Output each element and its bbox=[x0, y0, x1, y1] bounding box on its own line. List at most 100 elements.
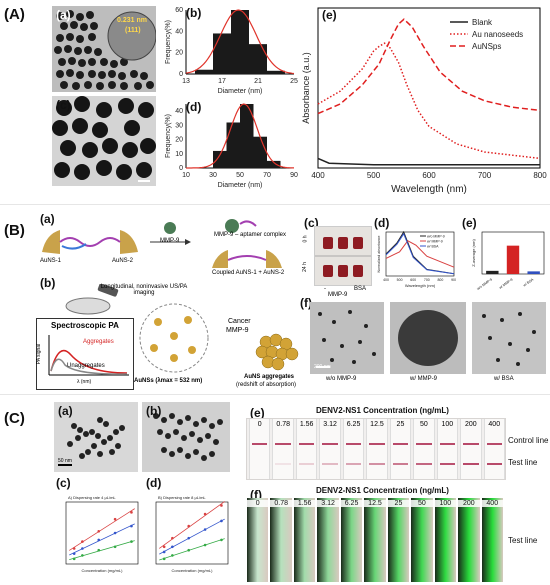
x-tick-label: 700 bbox=[478, 171, 492, 180]
panel-b-d-label: (d) bbox=[374, 216, 390, 230]
spectroscopic-pa-box: Spectroscopic PA Aggregates Unaggregates… bbox=[36, 318, 134, 390]
nanoparticle-field-c bbox=[52, 96, 156, 182]
x-tick-label: 25 bbox=[290, 78, 298, 85]
data-point bbox=[72, 557, 76, 561]
test-line bbox=[322, 463, 338, 465]
concentration-label: 200 bbox=[458, 500, 480, 507]
data-point bbox=[187, 524, 191, 528]
data-point bbox=[171, 536, 174, 540]
data-point bbox=[130, 540, 133, 543]
tem-b-caption-2: w/ MMP-9 bbox=[410, 376, 437, 382]
test-line bbox=[416, 463, 432, 465]
x-tick-label: 13 bbox=[182, 78, 190, 85]
concentration-label: 100 bbox=[434, 500, 457, 507]
plot-frame bbox=[155, 501, 229, 565]
tem-image-c bbox=[52, 96, 156, 186]
thermal-strip: 100 bbox=[434, 498, 458, 582]
data-point bbox=[130, 524, 133, 528]
spec-plot bbox=[48, 335, 129, 376]
mmp9-label: MMP-9 bbox=[160, 238, 180, 244]
panel-c-e-label: (e) bbox=[250, 406, 265, 420]
cancer-mmp-label: MMP-9 bbox=[226, 327, 249, 334]
fit-line bbox=[159, 518, 225, 555]
thermal-strip: 25 bbox=[387, 498, 411, 582]
control-line bbox=[392, 443, 409, 445]
x-tick-label: 500 bbox=[367, 171, 381, 180]
x-tick-label: 800 bbox=[533, 171, 547, 180]
legend-label: w/ MMP-9 bbox=[427, 240, 443, 244]
section-b-label: (B) bbox=[4, 222, 25, 239]
gaussian-fit-curve bbox=[186, 103, 294, 169]
gaussian-fit-curve bbox=[185, 9, 295, 75]
series-line bbox=[385, 232, 455, 275]
x-tick-label: 700 bbox=[424, 278, 430, 282]
data-point bbox=[203, 512, 207, 516]
chart-title: A) Dispersing rate 4 μL/mL bbox=[68, 495, 116, 500]
concentration-label: 12.5 bbox=[370, 421, 384, 428]
strip-e: 25 bbox=[389, 419, 412, 479]
concentration-label: 1.56 bbox=[299, 421, 314, 428]
ausn1-shape bbox=[42, 230, 60, 254]
data-point bbox=[97, 548, 101, 552]
panel-b-f-label: (f) bbox=[300, 296, 312, 310]
test-line bbox=[369, 463, 385, 465]
series-line bbox=[317, 42, 541, 160]
control-line bbox=[298, 443, 315, 445]
concentration-label: 400 bbox=[488, 421, 501, 428]
strip-e: 3.12 bbox=[319, 419, 341, 479]
data-point bbox=[72, 552, 76, 555]
tem-image-a bbox=[52, 6, 156, 92]
panel-a-label: (a) bbox=[56, 8, 71, 22]
panel-b-a-label: (a) bbox=[40, 212, 55, 226]
concentration-label: 3.12 bbox=[317, 500, 339, 507]
mmp9-enzyme-icon bbox=[164, 222, 176, 234]
tem-b-f-3 bbox=[472, 302, 546, 374]
fit-line bbox=[69, 523, 135, 556]
data-point bbox=[203, 528, 207, 531]
aggregate-cluster-icon bbox=[255, 333, 299, 371]
control-line bbox=[439, 443, 456, 445]
dispersing-chart-c: A) Dispersing rate 4 μL/mL Concentration … bbox=[65, 495, 139, 573]
panel-b-b-label: (b) bbox=[40, 276, 56, 290]
plot-frame bbox=[65, 501, 139, 565]
x-tick-label: 900 bbox=[451, 278, 456, 282]
legend-label: w/ BSA bbox=[427, 245, 439, 249]
chart-title: B) Dispersing rate 8 μL/mL bbox=[158, 495, 206, 500]
concentration-label: 0 bbox=[247, 500, 269, 507]
histogram-bar bbox=[253, 136, 267, 168]
data-point bbox=[72, 547, 76, 550]
x-tick-label: 17 bbox=[218, 78, 226, 85]
panel-e-label: (e) bbox=[322, 8, 337, 22]
complex-label: MMP-9 – aptamer complex bbox=[214, 232, 287, 238]
x-tick-label: 21 bbox=[254, 78, 262, 85]
series-line bbox=[385, 240, 455, 268]
aptamer-strand bbox=[59, 237, 121, 247]
z-average-chart: w/o MMP-9 w/ MMP-9 w/ BSA Z-average (nm) bbox=[471, 231, 545, 291]
legend-label: Au nanoseeds bbox=[472, 30, 523, 39]
panel-c-b-label: (b) bbox=[146, 404, 162, 418]
data-point bbox=[97, 538, 101, 542]
tem-b-f-2 bbox=[390, 302, 466, 374]
histogram-bar bbox=[195, 69, 213, 74]
data-point bbox=[81, 554, 84, 557]
x-axis-title: Concentration (mg/mL) bbox=[82, 568, 124, 573]
y-tick-label: 10 bbox=[175, 151, 183, 158]
vial-mmp: MMP-9 bbox=[328, 292, 348, 298]
vial-0h: 0 h bbox=[302, 235, 309, 243]
data-point bbox=[203, 543, 207, 547]
panel-b-label: (b) bbox=[186, 6, 202, 20]
concentration-label: 6.25 bbox=[346, 421, 361, 428]
fit-line bbox=[159, 538, 225, 561]
strip-title-e: DENV2-NS1 Concentration (ng/mL) bbox=[316, 406, 449, 415]
histogram-b: 13 17 21 25 0 20 40 60 Diameter (nm) Frequency(%) bbox=[165, 7, 298, 95]
ausn2-label: AuNS-2 bbox=[112, 258, 134, 264]
fit-line bbox=[69, 540, 135, 560]
x-tick-label: 70 bbox=[263, 172, 271, 179]
y-axis-title: Z-average (nm) bbox=[471, 239, 476, 267]
series-line bbox=[317, 157, 540, 166]
nanoparticle-field-a bbox=[54, 10, 156, 90]
test-line-label-e: Test line bbox=[508, 458, 538, 467]
control-line bbox=[369, 443, 385, 445]
thermal-strip: 12.5 bbox=[364, 498, 387, 582]
